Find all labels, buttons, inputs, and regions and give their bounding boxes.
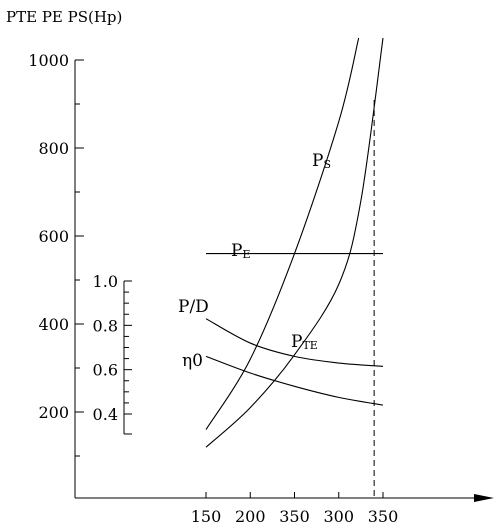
y-axis-title: PTE PE PS(Hp)	[6, 8, 122, 26]
series-line-pte	[205, 37, 384, 448]
y-axis-ticks: 200 400 600 800 1000	[28, 51, 84, 457]
series-labels: PS PE PTE P/D η0	[178, 151, 331, 371]
series-label-ps: PS	[312, 151, 331, 171]
series-label-pe: PE	[231, 241, 250, 261]
x-tick-label: 200	[235, 507, 266, 526]
secondary-y-axis-ticks: 0.4 0.6 0.8 1.0	[93, 272, 132, 435]
y-tick-label: 400	[38, 315, 69, 334]
x-tick-label: 350	[279, 507, 310, 526]
secondary-tick-label: 0.4	[93, 405, 118, 424]
series-label-p-d: P/D	[178, 297, 209, 317]
series-label-pte: PTE	[291, 332, 318, 352]
series-line--0	[205, 355, 384, 406]
x-tick-label: 300	[323, 507, 354, 526]
y-tick-label: 1000	[28, 51, 69, 70]
secondary-tick-label: 0.6	[93, 361, 118, 380]
y-tick-label: 600	[38, 227, 69, 246]
x-tick-label: 150	[191, 507, 222, 526]
x-axis-ticks: 150 200 350 300 350	[191, 492, 399, 526]
x-axis-arrow-icon	[474, 494, 494, 502]
series-lines	[205, 37, 384, 448]
series-label--0: η0	[182, 351, 203, 371]
secondary-tick-label: 1.0	[93, 272, 118, 291]
y-tick-label: 200	[38, 403, 69, 422]
x-tick-label: 350	[368, 507, 399, 526]
secondary-tick-label: 0.8	[93, 316, 118, 335]
series-line-p-d	[205, 318, 384, 367]
y-tick-label: 800	[38, 139, 69, 158]
axes	[74, 60, 494, 502]
